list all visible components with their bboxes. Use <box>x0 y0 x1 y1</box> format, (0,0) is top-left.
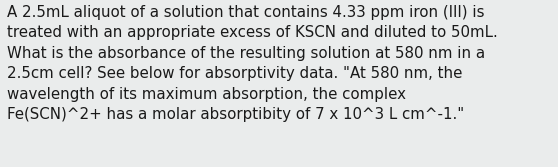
Text: A 2.5mL aliquot of a solution that contains 4.33 ppm iron (III) is
treated with : A 2.5mL aliquot of a solution that conta… <box>7 5 497 122</box>
